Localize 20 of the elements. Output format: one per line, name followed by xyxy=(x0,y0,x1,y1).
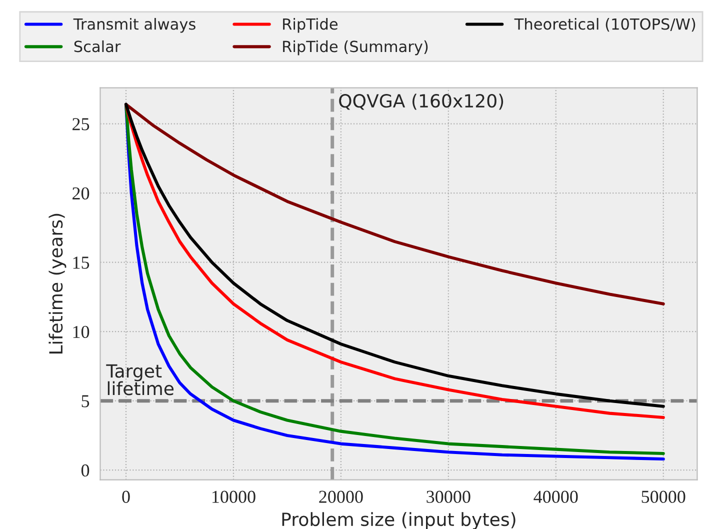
legend-label: RipTide (Summary) xyxy=(283,40,428,56)
ref-line-label: Target lifetime xyxy=(106,364,174,396)
x-tick-label: 40000 xyxy=(534,490,578,503)
legend-label: Scalar xyxy=(74,40,121,52)
x-tick-label: 20000 xyxy=(319,490,363,503)
y-axis-title: Lifetime (years) xyxy=(48,214,66,354)
y-tick-label: 0 xyxy=(81,464,90,477)
legend-label: Transmit always xyxy=(73,18,196,33)
y-tick-label: 15 xyxy=(73,256,90,269)
y-tick-label: 25 xyxy=(72,118,90,130)
y-tick-label: 10 xyxy=(73,326,90,338)
x-tick-label: 30000 xyxy=(426,490,470,503)
legend-label: Theoretical (10TOPS/W) xyxy=(514,18,696,32)
legend-label: RipTide xyxy=(283,18,338,33)
ref-line-label: QQVGA (160x120) xyxy=(339,94,504,110)
x-tick-label: 0 xyxy=(122,490,130,503)
y-tick-label: 5 xyxy=(82,395,90,408)
x-tick-label: 50000 xyxy=(642,490,686,503)
y-tick-label: 20 xyxy=(72,187,90,200)
x-tick-label: 10000 xyxy=(212,490,256,503)
